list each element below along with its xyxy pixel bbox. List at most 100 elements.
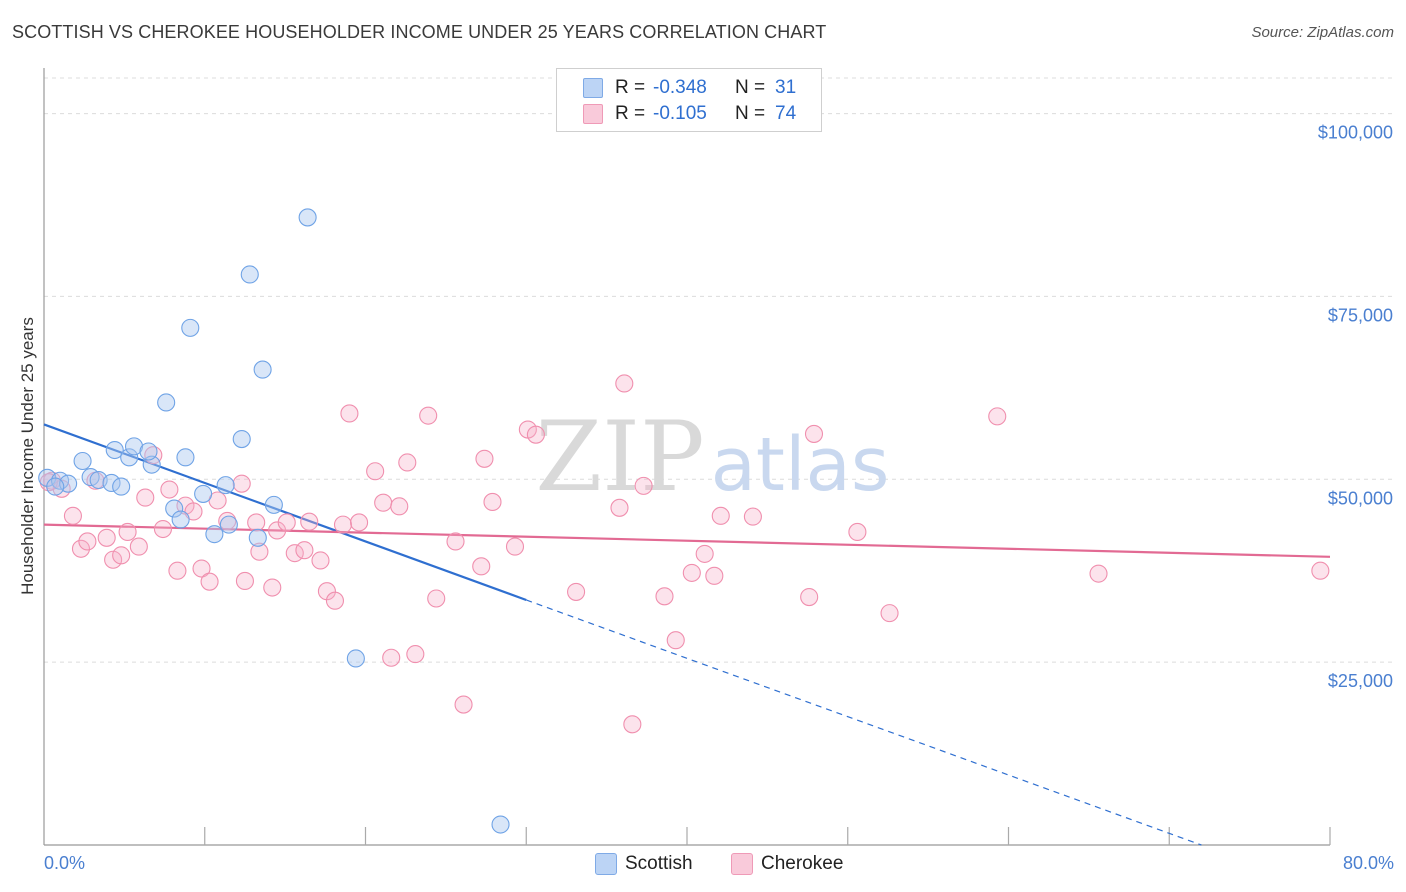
point-scottish (181, 318, 200, 337)
point-cherokee (475, 449, 494, 468)
point-cherokee (235, 571, 254, 591)
point-cherokee (427, 589, 446, 608)
point-cherokee (623, 715, 642, 734)
point-cherokee (200, 572, 219, 591)
y-tick-label: $50,000 (1328, 488, 1393, 508)
point-scottish (216, 476, 235, 495)
y-tick-label: $100,000 (1318, 123, 1393, 143)
point-cherokee (63, 506, 82, 525)
x-tick-marks (204, 827, 1331, 845)
point-cherokee (526, 425, 545, 444)
point-cherokee (711, 506, 730, 525)
point-cherokee (804, 424, 824, 443)
point-cherokee (1311, 561, 1330, 580)
point-cherokee (295, 541, 314, 560)
point-cherokee (505, 537, 525, 556)
point-scottish (248, 528, 267, 547)
cherokee-legend-swatch (731, 853, 753, 875)
point-cherokee (472, 557, 491, 576)
point-scottish (120, 448, 139, 467)
point-scottish (46, 477, 65, 496)
point-scottish (253, 360, 272, 379)
point-cherokee (277, 513, 296, 532)
point-scottish (232, 430, 251, 449)
point-scottish (165, 499, 184, 518)
point-cherokee (144, 446, 163, 465)
trend-lines (43, 423, 1331, 846)
point-scottish (205, 525, 224, 544)
point-cherokee (567, 582, 586, 601)
data-points (38, 208, 1330, 834)
point-cherokee (247, 513, 266, 532)
point-cherokee (300, 512, 319, 531)
y-tick-label: $25,000 (1328, 671, 1393, 691)
point-cherokee (333, 515, 353, 534)
point-cherokee (136, 488, 155, 507)
point-cherokee (666, 631, 685, 650)
point-cherokee (682, 563, 701, 582)
point-cherokee (1089, 564, 1108, 583)
point-cherokee (374, 493, 393, 512)
point-cherokee (192, 559, 211, 578)
point-scottish (112, 477, 131, 496)
y-tick-label: $75,000 (1328, 305, 1393, 325)
point-cherokee (705, 566, 724, 585)
point-cherokee (71, 539, 91, 558)
point-cherokee (263, 578, 282, 597)
series-legend: Scottish Cherokee (0, 852, 1406, 878)
point-cherokee (743, 507, 762, 526)
cherokee-legend-label: Cherokee (761, 853, 844, 874)
legend-r-label: R = (615, 103, 646, 124)
point-scottish (194, 484, 213, 503)
x-tick-label-min: 0.0% (44, 853, 86, 873)
point-cherokee (454, 695, 473, 714)
point-cherokee (129, 537, 148, 556)
point-scottish (105, 440, 124, 460)
legend-n-label: N = (735, 77, 766, 98)
trend-line-scottish (43, 423, 527, 602)
point-cherokee (97, 528, 116, 547)
point-scottish (157, 393, 176, 412)
point-scottish (298, 208, 317, 227)
point-scottish (346, 649, 365, 668)
point-cherokee (160, 480, 179, 499)
cherokee-n-value: 74 (775, 103, 797, 124)
point-cherokee (232, 474, 251, 493)
point-cherokee (406, 645, 425, 664)
cherokee-swatch (583, 104, 603, 124)
point-scottish (219, 515, 238, 534)
point-cherokee (311, 551, 330, 570)
point-cherokee (390, 497, 409, 516)
point-cherokee (483, 492, 502, 512)
point-scottish (491, 815, 510, 834)
point-cherokee (153, 519, 173, 539)
point-cherokee (340, 404, 359, 423)
point-cherokee (366, 462, 385, 481)
source-label: Source: ZipAtlas.com (1251, 24, 1394, 41)
point-cherokee (382, 648, 401, 667)
correlation-legend: R = -0.348 N = 31 R = -0.105 N = 74 (556, 68, 822, 132)
legend-r-label: R = (615, 77, 646, 98)
point-cherokee (350, 513, 369, 532)
point-scottish (102, 473, 121, 492)
point-cherokee (880, 604, 899, 623)
y-tick-labels: $25,000 $50,000 $75,000 $100,000 (1318, 123, 1393, 692)
point-scottish (171, 510, 190, 529)
point-cherokee (419, 406, 438, 425)
point-cherokee (615, 374, 634, 393)
point-cherokee (446, 532, 465, 551)
legend-n-label: N = (735, 103, 766, 124)
scottish-legend-label: Scottish (625, 853, 693, 874)
trend-line-cherokee (43, 523, 1331, 558)
point-cherokee (168, 561, 187, 580)
point-cherokee (250, 542, 269, 561)
point-cherokee (610, 498, 629, 517)
cherokee-r-value: -0.105 (653, 103, 707, 124)
scottish-r-value: -0.348 (653, 77, 707, 98)
watermark-atlas: atlas (711, 422, 890, 508)
point-scottish (176, 448, 195, 467)
scottish-n-value: 31 (775, 77, 797, 98)
scottish-legend-swatch (595, 853, 617, 875)
point-cherokee (112, 546, 131, 565)
point-cherokee (848, 522, 867, 541)
